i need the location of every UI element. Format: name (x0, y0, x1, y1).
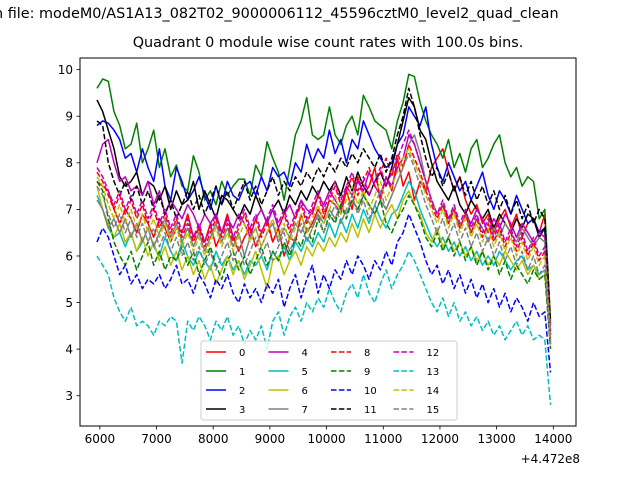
x-tick-label: 12000 (421, 432, 459, 446)
y-tick-label: 3 (65, 389, 73, 403)
x-tick-label: 6000 (85, 432, 116, 446)
plot-frame (79, 57, 577, 427)
series-line-8 (96, 143, 552, 340)
legend-label-7: 7 (302, 405, 308, 416)
figure-suptitle: n file: modeM0/AS1A13_082T02_9000006112_… (0, 6, 559, 22)
legend-label-13: 13 (427, 367, 440, 378)
y-tick-label: 10 (58, 63, 73, 77)
x-tick-label: 7000 (141, 432, 172, 446)
x-tick-label: 9000 (255, 432, 286, 446)
y-axis: 3 4 5 6 7 8 9 10 (58, 63, 80, 403)
series-line-12 (96, 129, 552, 336)
series-line-2 (96, 106, 552, 345)
legend-label-8: 8 (364, 348, 370, 359)
x-tick-label: 8000 (198, 432, 229, 446)
legend-label-4: 4 (302, 348, 308, 359)
legend-label-10: 10 (364, 386, 377, 397)
series-line-11 (96, 87, 552, 322)
series-line-14 (96, 148, 552, 340)
legend-label-5: 5 (302, 367, 308, 378)
x-axis: 6000 7000 8000 9000 10000 11000 12000 13000 1400… (85, 426, 572, 446)
x-tick-label: 13000 (478, 432, 516, 446)
y-tick-label: 7 (65, 203, 73, 217)
legend-label-15: 15 (427, 405, 440, 416)
y-tick-label: 6 (65, 249, 73, 263)
legend-label-9: 9 (364, 367, 370, 378)
legend-label-6: 6 (302, 386, 308, 397)
legend-label-12: 12 (427, 348, 440, 359)
legend-label-14: 14 (427, 386, 440, 397)
x-tick-label: 11000 (364, 432, 402, 446)
y-tick-label: 5 (65, 296, 73, 310)
series-line-15 (96, 152, 552, 345)
chart-title: Quadrant 0 module wise count rates with … (132, 35, 524, 51)
series-line-10 (96, 213, 552, 373)
series-lines (96, 73, 552, 406)
x-tick-label: 14000 (534, 432, 572, 446)
series-line-4 (96, 134, 552, 331)
series-line-13 (96, 250, 552, 406)
legend-box (200, 340, 458, 421)
legend-label-1: 1 (239, 367, 245, 378)
y-tick-label: 4 (65, 342, 73, 356)
legend-label-0: 0 (239, 348, 245, 359)
series-line-6 (96, 185, 552, 336)
legend-label-2: 2 (239, 386, 245, 397)
legend-label-3: 3 (239, 405, 245, 416)
y-tick-label: 8 (65, 156, 73, 170)
legend-label-11: 11 (364, 405, 377, 416)
y-tick-label: 9 (65, 110, 73, 124)
series-line-1 (96, 73, 552, 322)
x-tick-label: 10000 (307, 432, 345, 446)
x-axis-offset-label: +4.472e8 (520, 452, 580, 466)
